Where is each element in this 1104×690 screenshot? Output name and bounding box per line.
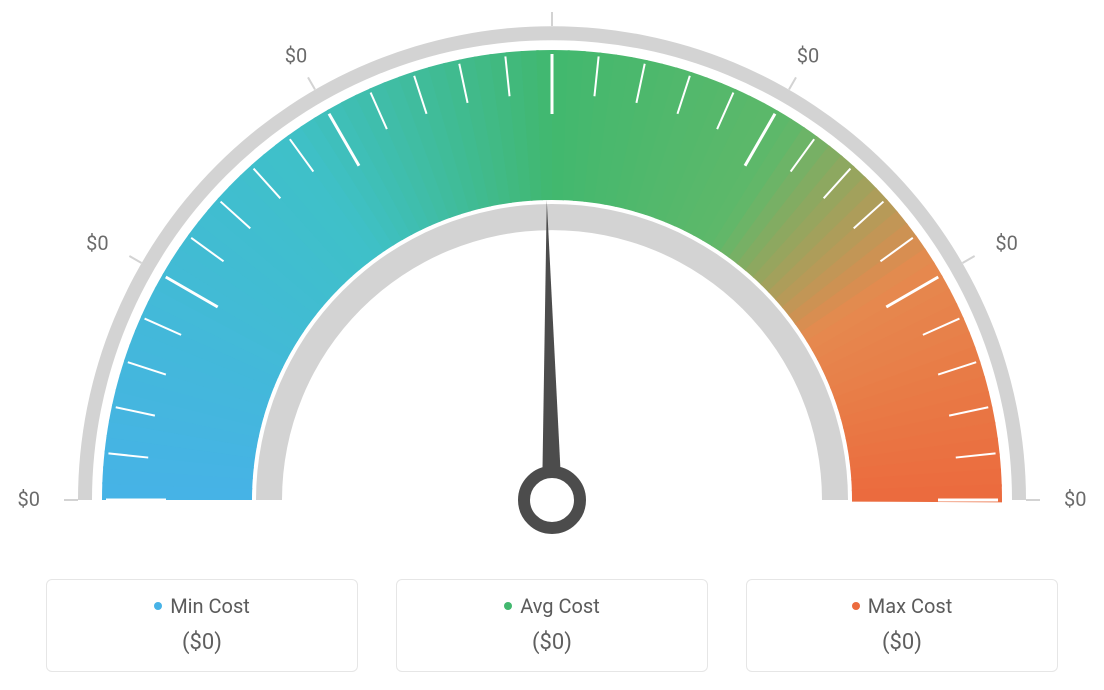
gauge-tick-label: $0 [797, 44, 819, 68]
gauge-tick-label: $0 [86, 231, 108, 255]
legend-dot-min [154, 602, 162, 610]
legend-row: Min Cost ($0) Avg Cost ($0) Max Cost ($0… [0, 579, 1104, 672]
legend-dot-avg [504, 602, 512, 610]
gauge-major-tick [789, 77, 796, 89]
gauge-major-tick [308, 77, 315, 89]
gauge-chart: $0$0$0$0$0$0$0 [0, 0, 1104, 560]
legend-card-min: Min Cost ($0) [46, 579, 358, 672]
legend-label-avg: Avg Cost [520, 594, 600, 618]
legend-card-avg: Avg Cost ($0) [396, 579, 708, 672]
legend-title-max: Max Cost [852, 594, 953, 618]
gauge-needle [542, 200, 562, 500]
gauge-tick-label: $0 [1064, 487, 1086, 511]
legend-title-min: Min Cost [154, 594, 250, 618]
legend-title-avg: Avg Cost [504, 594, 600, 618]
legend-card-max: Max Cost ($0) [746, 579, 1058, 672]
gauge-major-tick [962, 256, 974, 263]
legend-label-min: Min Cost [170, 594, 250, 618]
gauge-tick-label: $0 [995, 231, 1017, 255]
gauge-tick-label: $0 [285, 44, 307, 68]
legend-dot-max [852, 602, 860, 610]
gauge-hub [524, 472, 580, 528]
gauge-tick-label: $0 [18, 487, 40, 511]
legend-value-avg: ($0) [407, 630, 697, 655]
legend-value-min: ($0) [57, 630, 347, 655]
gauge-major-tick [129, 256, 141, 263]
legend-value-max: ($0) [757, 630, 1047, 655]
gauge-container: $0$0$0$0$0$0$0 [0, 0, 1104, 560]
legend-label-max: Max Cost [868, 594, 953, 618]
